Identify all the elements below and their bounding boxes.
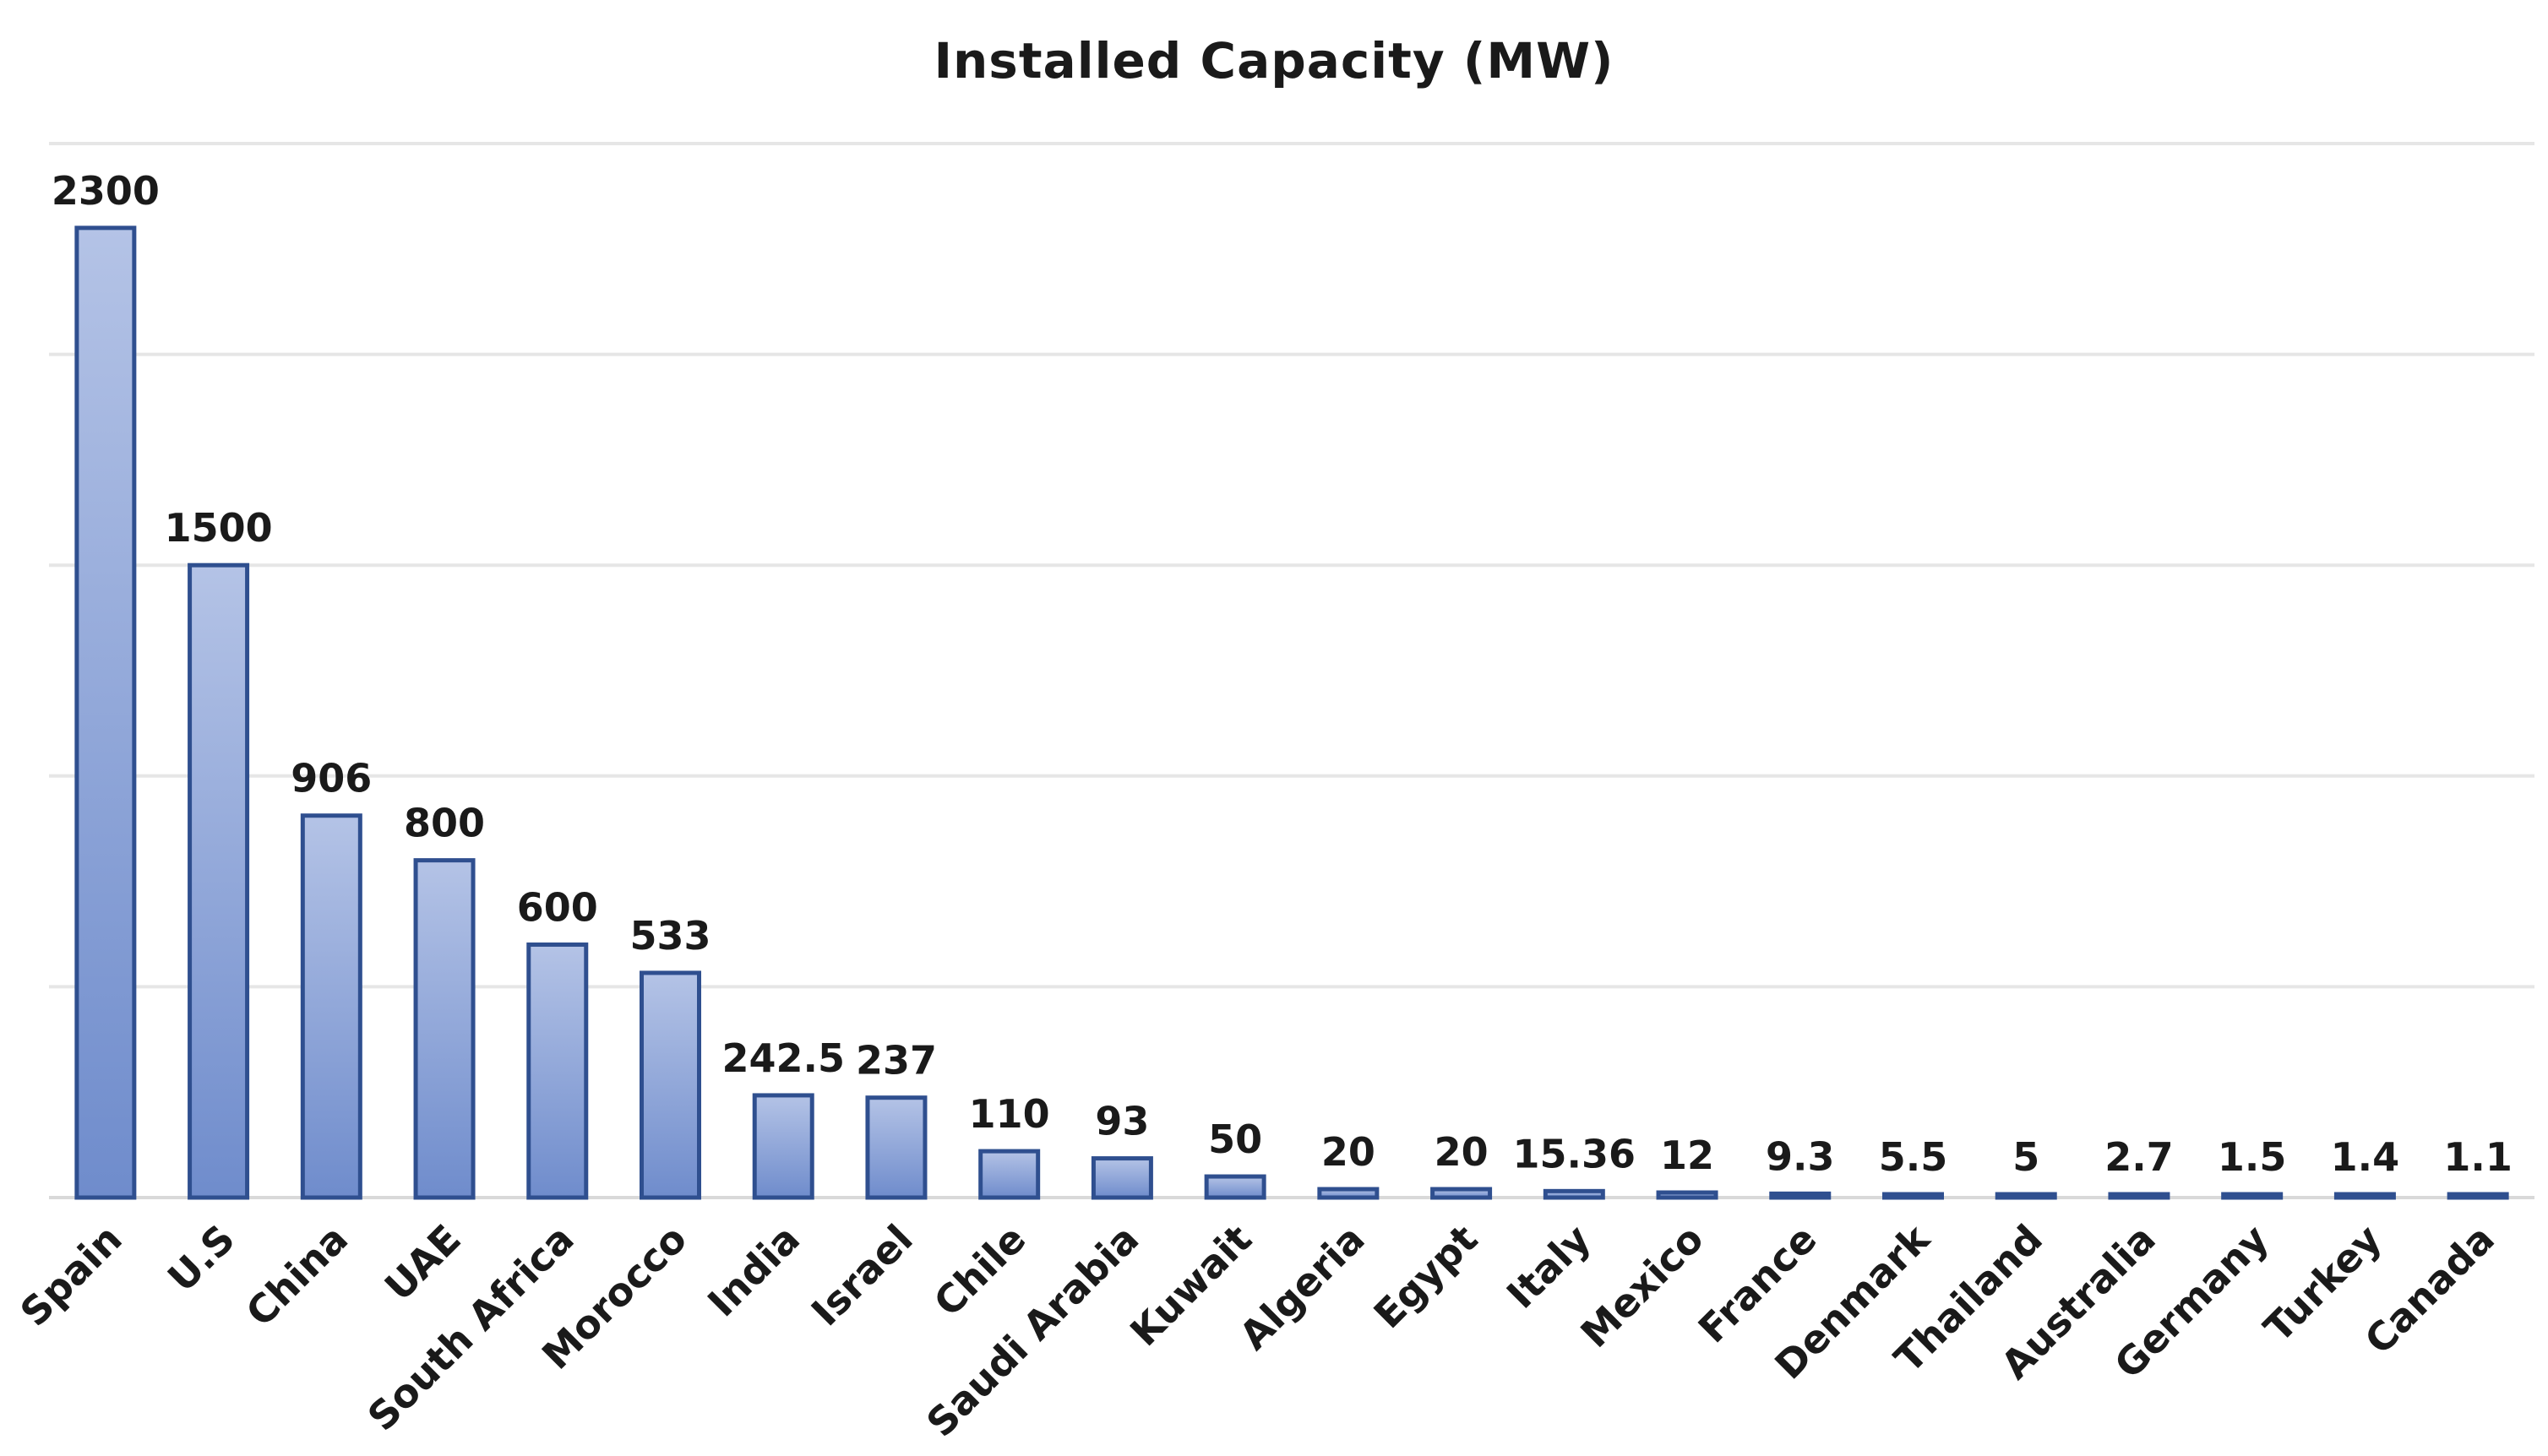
bar-saudi-arabia: [1091, 1156, 1153, 1200]
x-tick-label: U.S: [159, 1216, 243, 1301]
bar-south-africa: [526, 942, 589, 1200]
value-label: 20: [1435, 1129, 1489, 1175]
value-label: 2.7: [2104, 1134, 2174, 1180]
value-label: 2300: [52, 168, 160, 214]
value-label: 93: [1095, 1099, 1149, 1144]
bar-israel: [865, 1095, 928, 1200]
bar-india: [752, 1093, 814, 1200]
bar-mexico: [1656, 1190, 1718, 1200]
value-label: 1500: [165, 505, 273, 551]
value-label: 1.1: [2443, 1134, 2513, 1180]
value-label: 533: [629, 913, 710, 959]
bar-egypt: [1430, 1187, 1493, 1200]
x-tick-label: Mexico: [1571, 1216, 1712, 1356]
value-label: 15.36: [1513, 1131, 1636, 1176]
x-tick-label: Chile: [925, 1216, 1035, 1326]
value-labels: 2300 1500 906 800 600 533 242.5 237 110 93 50 20 20 1…: [52, 168, 2513, 1180]
bar-germany: [2221, 1192, 2284, 1200]
value-label: 800: [404, 801, 485, 846]
bar-denmark: [1882, 1192, 1944, 1200]
x-tick-label: South Africa: [359, 1216, 583, 1440]
x-tick-label: Saudi Arabia: [917, 1216, 1147, 1446]
value-label: 600: [517, 884, 598, 930]
x-tick-label: Spain: [11, 1216, 130, 1335]
bar-thailand: [1995, 1192, 2057, 1200]
value-label: 9.3: [1766, 1133, 1835, 1179]
bar-kuwait: [1204, 1174, 1266, 1200]
value-label: 1.4: [2331, 1134, 2400, 1180]
bar-uae: [413, 858, 476, 1200]
value-label: 906: [291, 756, 372, 801]
x-tick-label: Israel: [803, 1216, 922, 1335]
value-label: 110: [969, 1091, 1050, 1137]
x-tick-label: UAE: [376, 1216, 470, 1310]
value-label: 50: [1208, 1116, 1262, 1162]
bar-canada: [2447, 1192, 2509, 1200]
value-label: 5.5: [1879, 1134, 1948, 1180]
value-label: 12: [1660, 1133, 1714, 1178]
x-tick-label: Egypt: [1365, 1216, 1487, 1338]
value-label: 5: [2012, 1134, 2039, 1180]
value-label: 20: [1321, 1129, 1375, 1175]
bar-france: [1769, 1191, 1832, 1200]
value-label: 1.5: [2218, 1134, 2287, 1180]
bar-morocco: [640, 970, 701, 1200]
bar-italy: [1543, 1188, 1605, 1200]
chart-title: Installed Capacity (MW): [934, 32, 1614, 90]
x-tick-label: China: [237, 1216, 357, 1335]
bar-algeria: [1317, 1187, 1380, 1200]
bar-spain: [74, 225, 137, 1200]
x-tick-label: India: [699, 1216, 808, 1326]
bar-chile: [978, 1149, 1041, 1200]
bar-u-s: [188, 562, 250, 1200]
value-label: 242.5: [721, 1035, 845, 1081]
bar-china: [300, 813, 362, 1200]
bars: [74, 225, 2509, 1200]
x-tick-label: Algeria: [1231, 1216, 1374, 1359]
x-tick-label: Italy: [1498, 1216, 1599, 1317]
bar-turkey: [2333, 1192, 2396, 1200]
value-label: 237: [856, 1038, 937, 1084]
bar-australia: [2108, 1192, 2170, 1200]
